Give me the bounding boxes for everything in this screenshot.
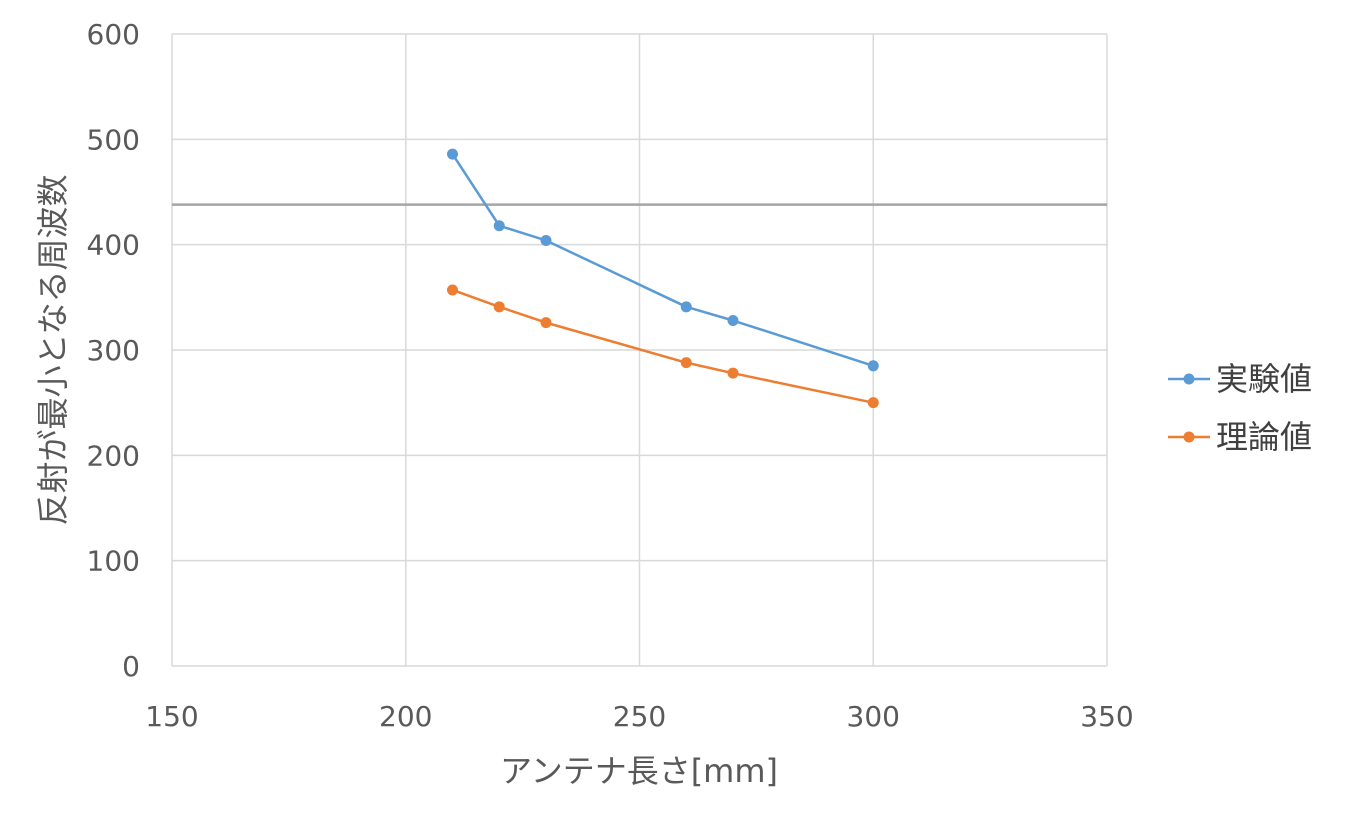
x-tick-label: 200: [379, 700, 432, 733]
y-axis-title: 反射が最小となる周波数: [34, 174, 72, 525]
x-tick-labels: 150 200 250 300 350: [145, 700, 1133, 733]
legend-marker: [1183, 431, 1195, 443]
data-point: [540, 234, 552, 246]
y-tick-label: 200: [87, 439, 140, 472]
series-line: [452, 288, 874, 404]
gridlines: [171, 33, 1108, 667]
y-tick-labels: 0 100 200 300 400 500 600: [87, 18, 140, 683]
x-tick-label: 300: [847, 700, 900, 733]
y-tick-label: 0: [122, 650, 140, 683]
data-point: [727, 315, 739, 327]
x-axis-title: アンテナ長さ[mm]: [500, 752, 778, 790]
data-point: [867, 360, 879, 372]
y-tick-label: 300: [87, 334, 140, 367]
data-point: [493, 220, 505, 232]
data-point: [727, 367, 739, 379]
x-tick-label: 150: [145, 700, 198, 733]
data-point: [867, 397, 879, 409]
x-tick-label: 250: [613, 700, 666, 733]
data-point: [493, 301, 505, 313]
data-point: [447, 148, 458, 160]
series-line: [451, 153, 874, 367]
data-point: [447, 284, 458, 296]
data-point: [680, 357, 692, 369]
legend-label: 実験値: [1216, 360, 1312, 398]
legend-marker: [1183, 373, 1195, 385]
y-tick-label: 500: [87, 123, 140, 156]
data-point: [540, 317, 552, 329]
y-tick-label: 600: [87, 18, 140, 51]
legend-label: 理論値: [1216, 418, 1312, 456]
x-tick-label: 350: [1080, 700, 1133, 733]
y-tick-label: 100: [87, 545, 140, 578]
y-tick-label: 400: [87, 229, 140, 262]
series-group: [447, 148, 879, 409]
data-point: [680, 301, 692, 313]
